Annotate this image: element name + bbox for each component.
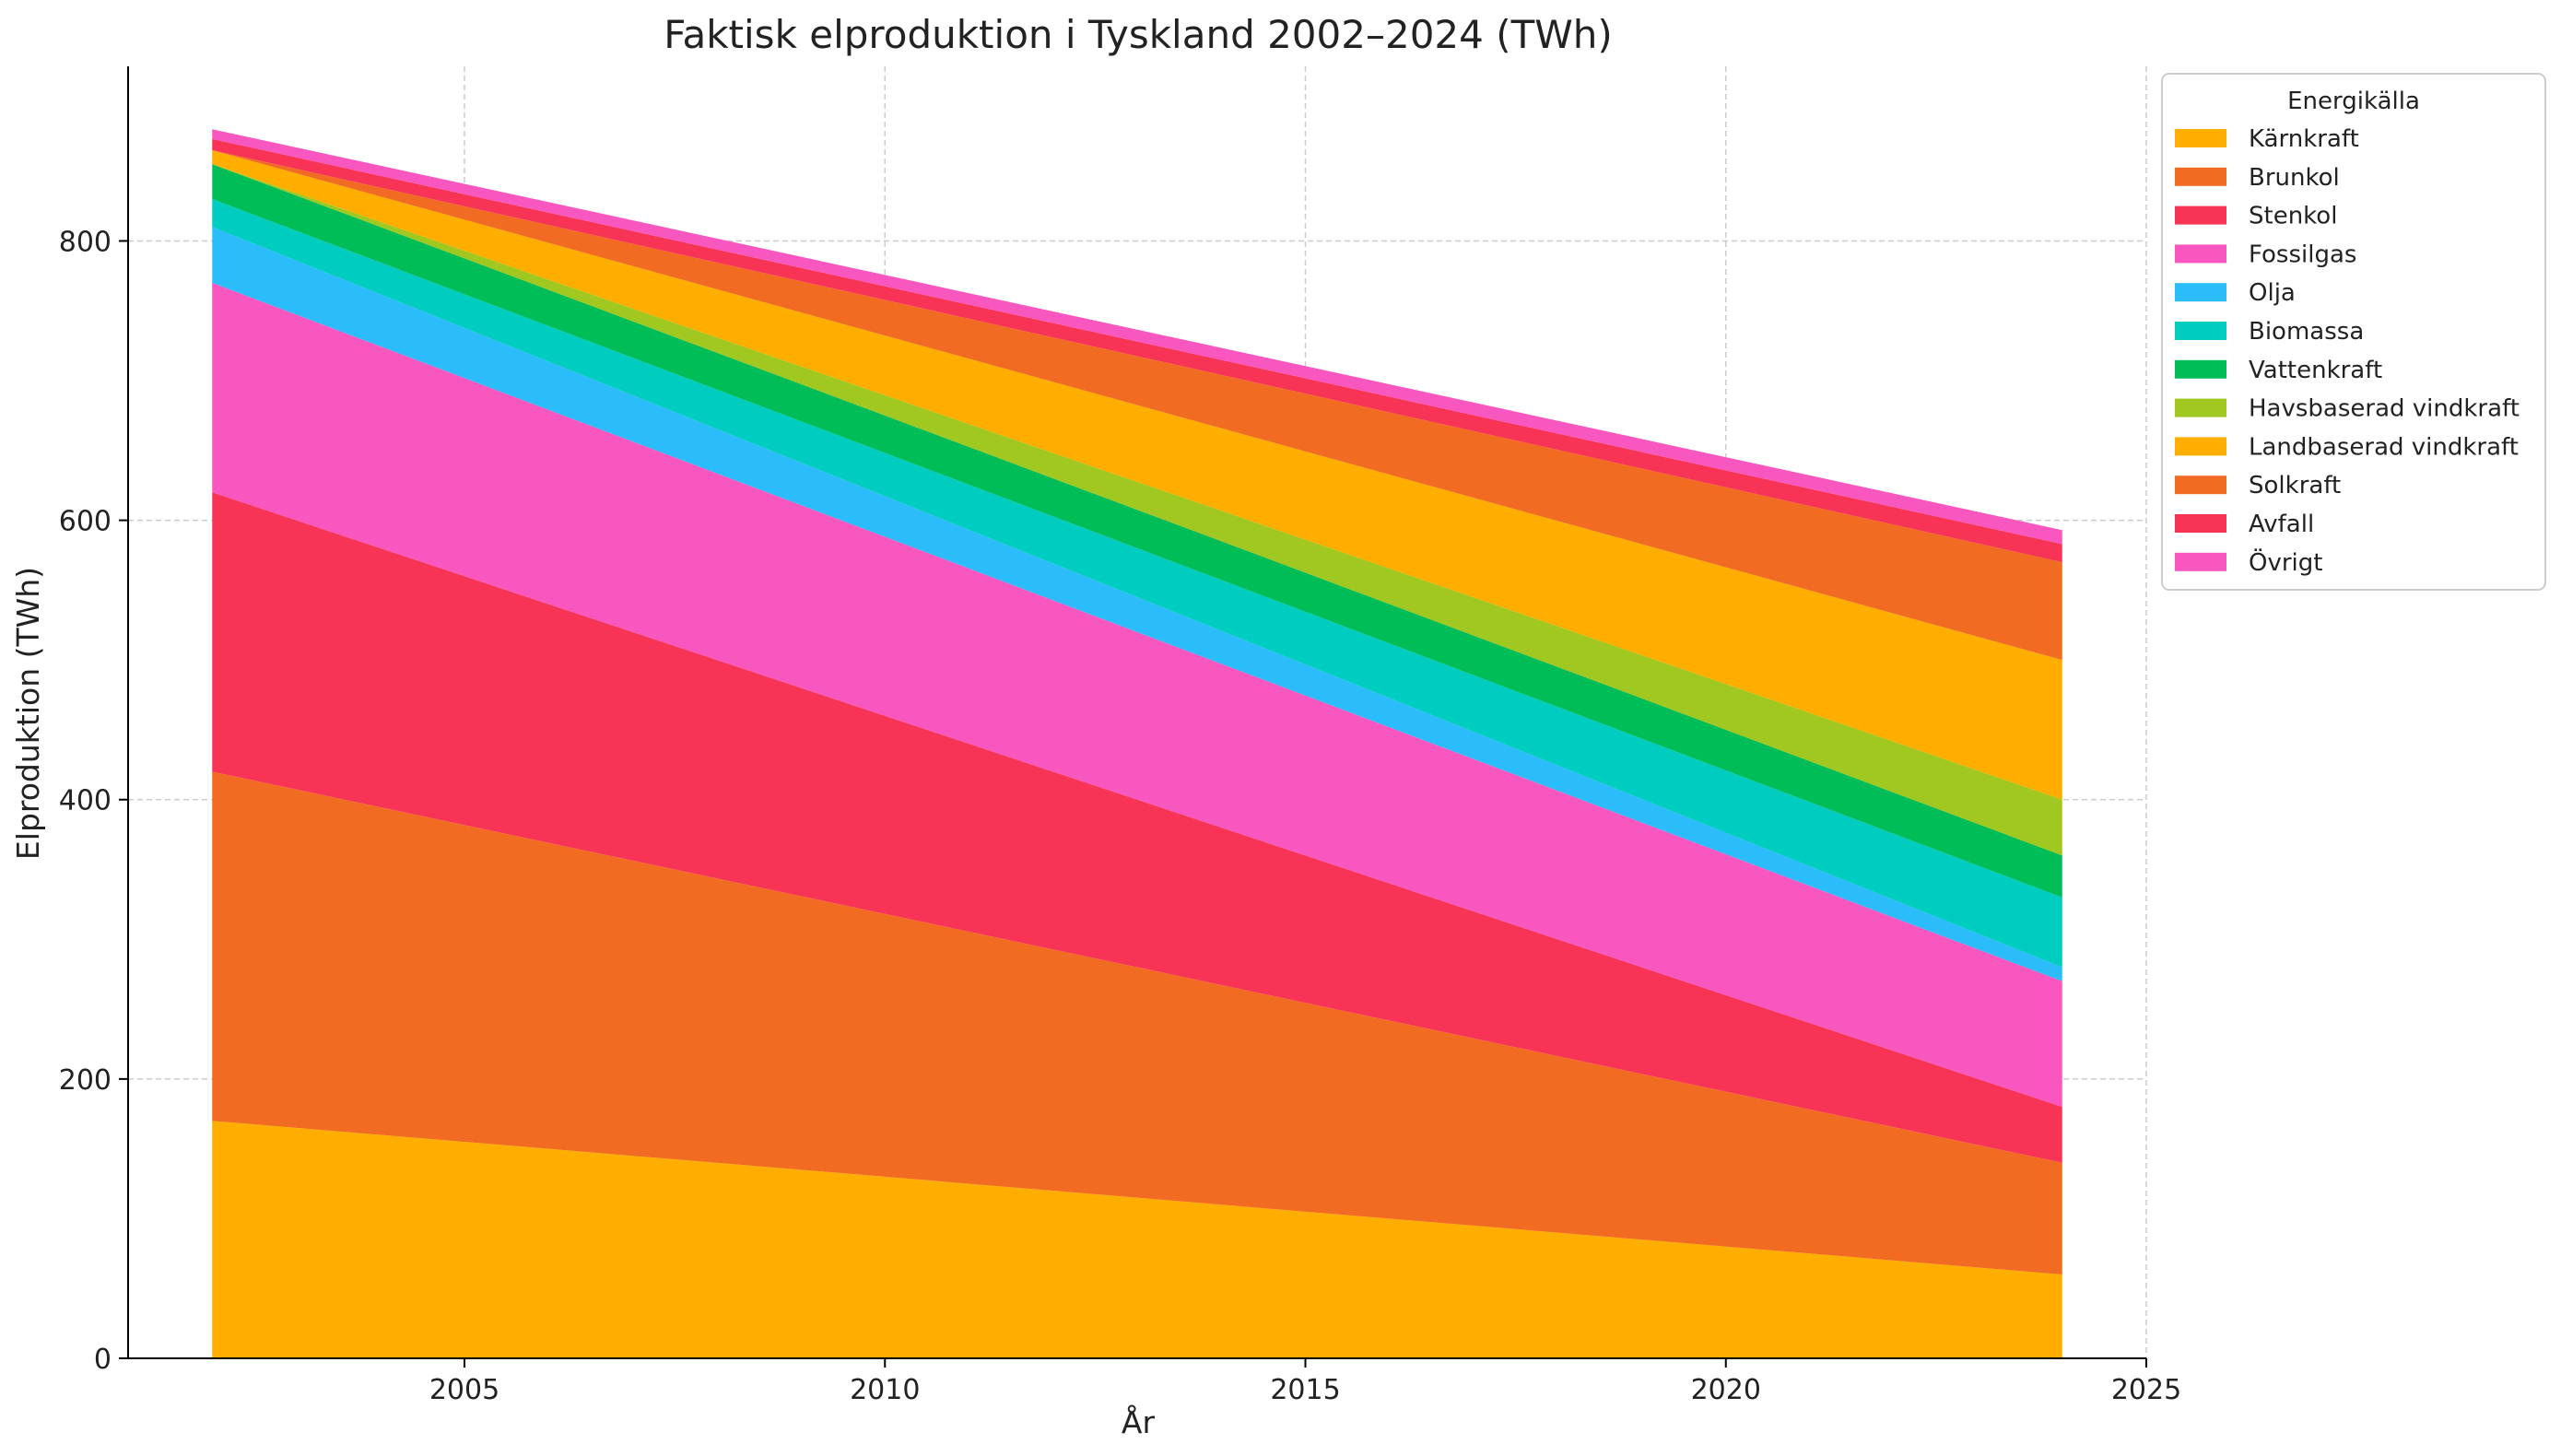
- x-axis-ticks: 2005 2010 2015 2020 2025: [429, 1358, 2181, 1406]
- area-fossilgas: [212, 282, 2062, 1108]
- legend-swatch-solkraft: [2175, 476, 2226, 495]
- area-landbaserad-vindkraft: [212, 149, 2062, 800]
- y-tick-label-200: 200: [59, 1064, 112, 1097]
- area-biomassa: [212, 198, 2062, 968]
- y-tick-label-800: 800: [59, 226, 112, 258]
- legend-swatch-havsbaserad-vindkraft: [2175, 398, 2226, 417]
- legend-items: Kärnkraft Brunkol Stenkol Fossilgas Olja Biom…: [2175, 125, 2520, 577]
- y-axis-ticks: 0 200 400 600 800: [59, 226, 128, 1376]
- legend-swatch-stenkol: [2175, 205, 2226, 225]
- legend-frame: [2161, 73, 2546, 591]
- legend-label-biomassa: Biomassa: [2249, 318, 2364, 346]
- plot-area: 2005 2010 2015 2020 2025 0 200 400 600 800: [59, 66, 2181, 1406]
- area-vattenkraft: [212, 164, 2062, 898]
- area-övrigt: [212, 129, 2062, 545]
- y-tick-label-400: 400: [59, 785, 112, 817]
- legend-swatch-avfall: [2175, 514, 2226, 533]
- legend-swatch-biomassa: [2175, 322, 2226, 340]
- x-tick-label-2025: 2025: [2111, 1374, 2181, 1406]
- area-kärnkraft: [212, 1121, 2062, 1358]
- stacked-areas: [212, 129, 2062, 1358]
- legend-label-brunkol: Brunkol: [2249, 164, 2340, 192]
- legend-swatch-olja: [2175, 283, 2226, 302]
- legend-label-fossilgas: Fossilgas: [2249, 241, 2356, 268]
- legend-label-avfall: Avfall: [2249, 511, 2314, 538]
- area-avfall: [212, 138, 2062, 563]
- y-tick-label-0: 0: [94, 1344, 112, 1376]
- y-tick-label-600: 600: [59, 506, 112, 538]
- legend-label-olja: Olja: [2249, 279, 2296, 307]
- legend-label-vattenkraft: Vattenkraft: [2249, 357, 2382, 384]
- legend-swatch-landbaserad-vindkraft: [2175, 437, 2226, 456]
- legend-label-landbaserad-vindkraft: Landbaserad vindkraft: [2249, 433, 2519, 461]
- chart-title: Faktisk elproduktion i Tyskland 2002–202…: [664, 12, 1613, 57]
- legend-title: Energikälla: [2287, 88, 2420, 115]
- legend-label-stenkol: Stenkol: [2249, 203, 2337, 230]
- area-brunkol: [212, 771, 2062, 1275]
- legend-swatch-kärnkraft: [2175, 129, 2226, 147]
- legend-label-havsbaserad-vindkraft: Havsbaserad vindkraft: [2249, 395, 2520, 423]
- legend-swatch-fossilgas: [2175, 244, 2226, 264]
- y-axis-label: Elproduktion (TWh): [10, 567, 46, 860]
- legend-label-övrigt: Övrigt: [2249, 547, 2322, 577]
- area-havsbaserad-vindkraft: [212, 164, 2062, 856]
- legend-label-solkraft: Solkraft: [2249, 472, 2341, 499]
- x-tick-label-2010: 2010: [850, 1374, 920, 1406]
- legend: Energikälla Kärnkraft Brunkol Stenkol Fossi…: [2161, 73, 2546, 591]
- legend-label-kärnkraft: Kärnkraft: [2249, 125, 2359, 153]
- legend-swatch-brunkol: [2175, 167, 2226, 186]
- area-olja: [212, 227, 2062, 981]
- x-tick-label-2015: 2015: [1270, 1374, 1340, 1406]
- x-axis-label: År: [1122, 1403, 1156, 1440]
- area-solkraft: [212, 149, 2062, 661]
- legend-swatch-övrigt: [2175, 552, 2226, 571]
- legend-swatch-vattenkraft: [2175, 359, 2226, 379]
- area-stenkol: [212, 492, 2062, 1163]
- x-tick-label-2020: 2020: [1691, 1374, 1761, 1406]
- x-tick-label-2005: 2005: [429, 1374, 499, 1406]
